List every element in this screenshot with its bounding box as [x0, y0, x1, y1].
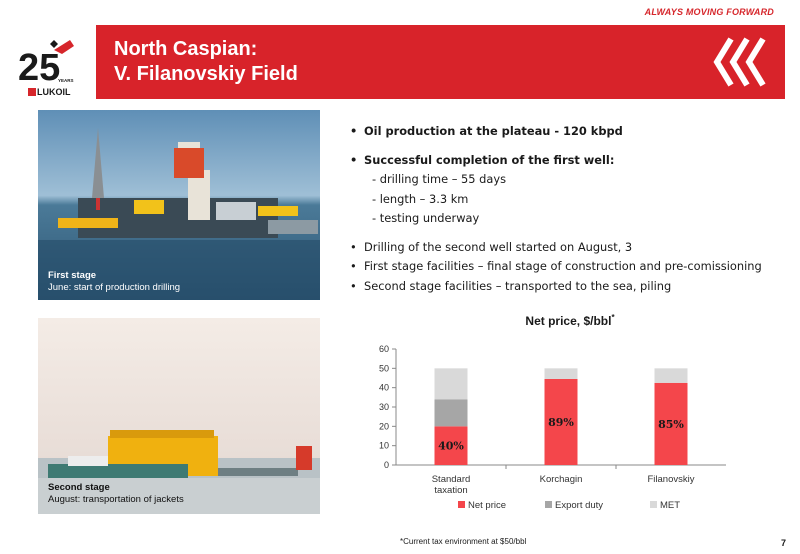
legend-label: Net price: [468, 500, 506, 511]
bar-export-duty: [434, 399, 468, 427]
bar-net-price: [544, 378, 578, 465]
y-tick-label: 0: [384, 460, 389, 470]
chevrons-icon: [713, 37, 766, 87]
caption-text: August: transportation of jackets: [48, 494, 184, 505]
bullet-second-well: Drilling of the second well started on A…: [348, 238, 788, 258]
category-label: Filanovskiy: [648, 474, 695, 485]
caption-first-stage: First stage June: start of production dr…: [48, 270, 180, 294]
logo-years-number: 25: [18, 47, 60, 89]
tagline: ALWAYS MOVING FORWARD: [644, 7, 774, 17]
legend-label: Export duty: [555, 500, 603, 511]
photo-second-stage: Second stage August: transportation of j…: [38, 318, 320, 514]
data-label: 89%: [548, 416, 574, 429]
legend-swatch: [458, 501, 465, 508]
data-label: 85%: [658, 418, 684, 431]
legend-swatch: [650, 501, 657, 508]
y-tick-label: 20: [379, 421, 389, 431]
bullet-first-well-text: Successful completion of the first well:: [364, 152, 615, 167]
chart-title: Net price, $/bbl*: [525, 313, 615, 328]
bar-net-price: [434, 426, 468, 465]
caption-title: Second stage: [48, 482, 110, 493]
bullet-oil-production: Oil production at the plateau - 120 kbpd: [348, 122, 788, 142]
data-label: 40%: [438, 440, 464, 453]
y-tick-label: 50: [379, 363, 389, 373]
category-label: Korchagin: [540, 474, 583, 485]
legend-swatch: [545, 501, 552, 508]
y-tick-label: 10: [379, 441, 389, 451]
bar-net-price: [654, 382, 688, 465]
y-tick-label: 60: [379, 344, 389, 354]
page-title: North Caspian: V. Filanovskiy Field: [114, 37, 298, 87]
bullet-first-stage-facilities: First stage facilities – final stage of …: [348, 257, 788, 277]
header-bar: North Caspian: V. Filanovskiy Field: [96, 25, 785, 99]
y-tick-label: 30: [379, 402, 389, 412]
photo-first-stage: First stage June: start of production dr…: [38, 110, 320, 300]
category-label: Standard: [432, 474, 471, 485]
lukoil-mark-icon: [28, 88, 36, 96]
bar-met: [434, 368, 468, 400]
bullet-first-well: Successful completion of the first well:: [348, 151, 788, 171]
bullet-second-stage-facilities: Second stage facilities – transported to…: [348, 277, 788, 297]
offshore-platform-image: [38, 110, 320, 300]
legend-label: MET: [660, 500, 680, 511]
caption-title: First stage: [48, 270, 97, 281]
sub-item-drilling-time: - drilling time – 55 days: [372, 172, 507, 186]
logo-years-text: YEARS: [58, 78, 74, 83]
title-line-1: North Caspian:: [114, 38, 258, 60]
caption-second-stage: Second stage August: transportation of j…: [48, 482, 184, 506]
bar-met: [654, 368, 688, 383]
footnote: *Current tax environment at $50/bbl: [400, 537, 527, 546]
category-label: taxation: [434, 485, 467, 496]
bullet-list: Oil production at the plateau - 120 kbpd…: [348, 122, 788, 296]
jacket-transport-image: [38, 318, 320, 514]
y-tick-label: 40: [379, 383, 389, 393]
lukoil-25-years-logo: 25 YEARS: [18, 40, 74, 89]
bar-met: [544, 368, 578, 379]
caption-text: June: start of production drilling: [48, 282, 181, 293]
logo-brand: LUKOIL: [28, 87, 71, 97]
sub-item-length: - length – 3.3 km: [372, 191, 469, 206]
page-number: 7: [780, 538, 786, 548]
sub-item-testing: - testing underway: [372, 211, 480, 225]
title-line-2: V. Filanovskiy Field: [114, 63, 298, 85]
net-price-chart: Net price, $/bbl* 0 10 20 30 40 50 60 40% Standa…: [360, 310, 780, 525]
